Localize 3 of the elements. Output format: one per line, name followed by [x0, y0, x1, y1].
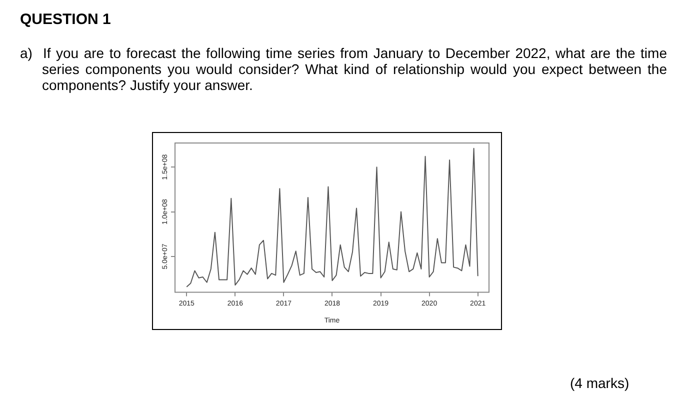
chart-title: QUESTION 1: [20, 11, 111, 28]
text: (4 marks): [570, 375, 630, 391]
chart-subtitle: a) If you are to forecast the following time series from January to December 2022, what are the time series components you would consider? What kind of relationship would you expect between the components? Justify your answer.: [20, 45, 667, 93]
